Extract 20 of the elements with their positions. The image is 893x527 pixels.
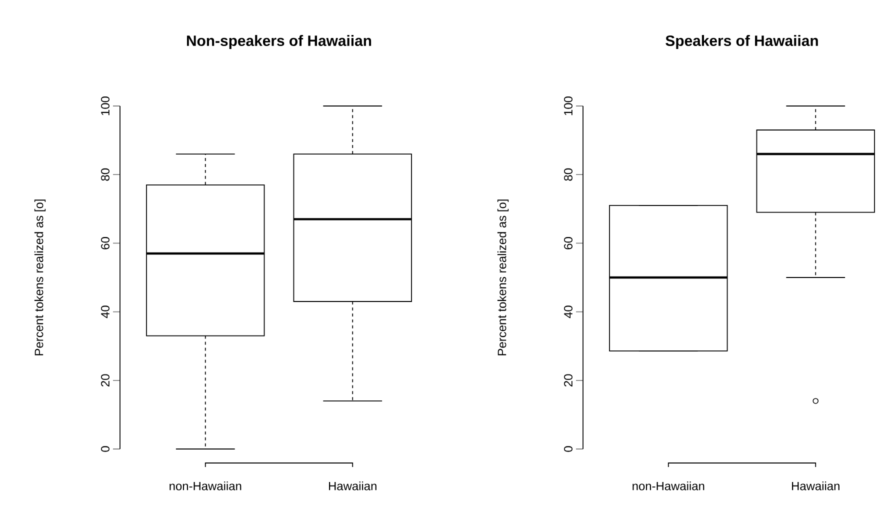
y-tick-label: 60	[564, 237, 572, 250]
y-tick-label: 60	[101, 237, 110, 250]
y-tick-label: 0	[564, 446, 572, 452]
y-tick-label: 100	[101, 96, 110, 116]
x-tick-label: non-Hawaiian	[170, 482, 242, 490]
y-axis-title: Percent tokens realized as [o]	[497, 200, 509, 356]
y-tick-label: 0	[101, 446, 110, 452]
x-tick-label: Hawaiian	[329, 482, 376, 490]
y-tick-label: 40	[564, 306, 572, 318]
y-tick-label: 20	[564, 374, 572, 386]
chart-title: Non-speakers of Hawaiian	[186, 35, 372, 49]
y-tick-label: 80	[564, 168, 572, 181]
x-tick-label: non-Hawaiian	[632, 482, 704, 490]
x-tick-label: Hawaiian	[792, 482, 840, 490]
y-tick-label: 20	[101, 374, 110, 386]
y-tick-label: 40	[101, 306, 110, 318]
y-axis-title: Percent tokens realized as [o]	[34, 200, 46, 356]
y-tick-label: 80	[101, 168, 110, 181]
chart-title: Speakers of Hawaiian	[666, 35, 818, 49]
y-tick-label: 100	[564, 96, 572, 116]
